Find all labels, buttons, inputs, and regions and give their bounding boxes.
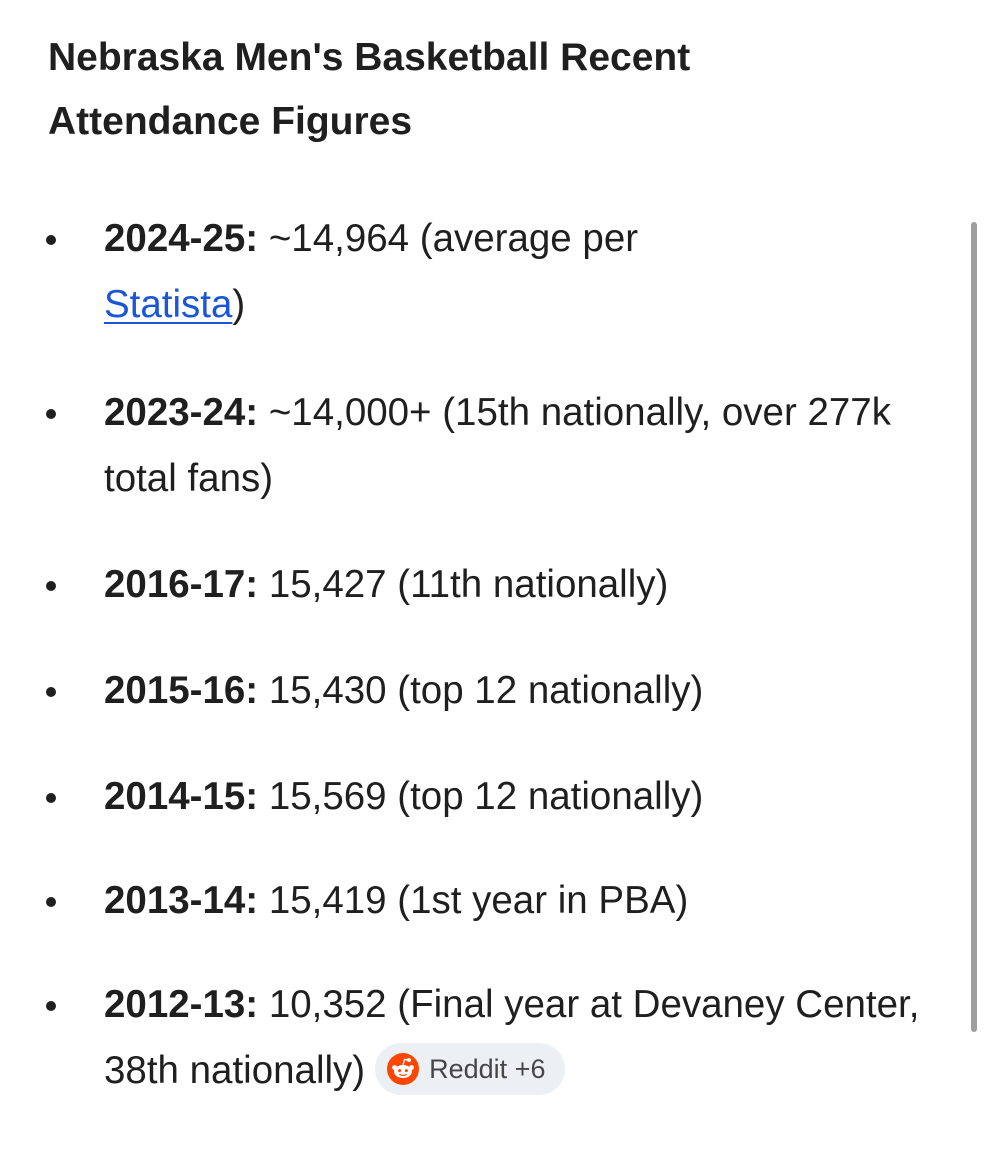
attendance-text: ~14,000+ (15th nationally, over 277k tot…	[104, 391, 891, 500]
attendance-text: 15,419 (1st year in PBA)	[258, 879, 689, 922]
reddit-icon	[387, 1052, 420, 1085]
attendance-text: 10,352 (Final year at Devaney Center, 38…	[104, 983, 920, 1092]
attendance-text-end: )	[232, 283, 246, 326]
list-item: 2016-17: 15,427 (11th nationally)	[46, 552, 934, 618]
list-item: 2023-24: ~14,000+ (15th nationally, over…	[46, 380, 934, 512]
attendance-text: 15,569 (top 12 nationally)	[258, 775, 704, 818]
title-line-2: Attendance Figures	[48, 100, 413, 143]
bullet-icon	[46, 409, 56, 419]
title-line-1: Nebraska Men's Basketball Recent	[48, 36, 691, 79]
bullet-icon	[46, 1001, 56, 1011]
bullet-icon	[46, 235, 56, 245]
source-chip[interactable]: Reddit +6	[375, 1042, 566, 1095]
season-year: 2012-13:	[104, 983, 259, 1026]
bullet-icon	[46, 793, 56, 803]
attendance-text: 15,430 (top 12 nationally)	[258, 669, 704, 712]
season-year: 2013-14:	[104, 879, 259, 922]
list-item: 2014-15: 15,569 (top 12 nationally)	[46, 764, 934, 830]
statista-link[interactable]: Statista	[104, 283, 233, 326]
attendance-text: ~14,964 (average per	[258, 217, 639, 260]
list-item: 2013-14: 15,419 (1st year in PBA)	[46, 868, 934, 934]
list-item: 2024-25: ~14,964 (average per Statista)	[46, 206, 934, 338]
bullet-icon	[46, 581, 56, 591]
season-year: 2014-15:	[104, 775, 259, 818]
bullet-icon	[46, 897, 56, 907]
season-year: 2015-16:	[104, 669, 259, 712]
list-item: 2015-16: 15,430 (top 12 nationally)	[46, 658, 934, 724]
list-item: 2012-13: 10,352 (Final year at Devaney C…	[46, 972, 934, 1104]
season-year: 2024-25:	[104, 217, 259, 260]
attendance-text: 15,427 (11th nationally)	[258, 563, 669, 606]
source-chip-label: Reddit +6	[429, 1053, 546, 1084]
page-title: Nebraska Men's Basketball Recent Attenda…	[48, 26, 928, 154]
season-year: 2023-24:	[104, 391, 259, 434]
season-year: 2016-17:	[104, 563, 259, 606]
scrollbar[interactable]	[971, 222, 977, 1032]
bullet-icon	[46, 687, 56, 697]
